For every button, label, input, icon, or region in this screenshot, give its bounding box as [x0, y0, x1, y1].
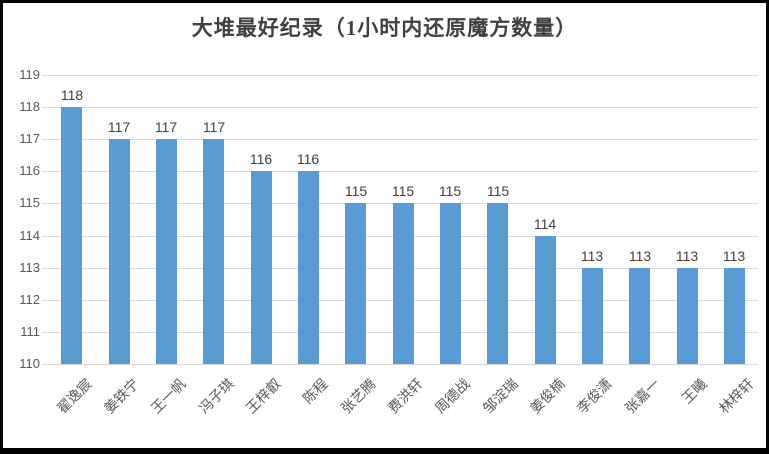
bar-value-label: 113 [722, 248, 746, 264]
x-axis-category-label: 冯子琪 [195, 375, 237, 417]
y-axis-tick-label: 114 [19, 228, 40, 243]
x-axis-category-label: 王曦 [678, 375, 710, 407]
y-axis-tick-label: 117 [19, 131, 40, 146]
gridline-y116 [42, 171, 758, 172]
bar-value-label: 118 [60, 87, 84, 103]
bar-value-label: 115 [344, 183, 368, 199]
y-axis-tick-label: 111 [20, 324, 40, 339]
x-axis-category-label: 周德战 [431, 375, 473, 417]
bar-姜铁宁[interactable] [109, 139, 130, 364]
gridline-y110 [42, 364, 758, 365]
bar-邹淀瑞[interactable] [487, 203, 508, 364]
bar-张嘉一[interactable] [629, 268, 650, 364]
x-axis-category-label: 王一帆 [147, 375, 189, 417]
bar-value-label: 113 [580, 248, 604, 264]
x-axis-category-label: 张嘉一 [621, 375, 663, 417]
bar-姜俊楠[interactable] [535, 236, 556, 364]
x-axis-category-label: 邹淀瑞 [479, 375, 521, 417]
gridline-y119 [42, 75, 758, 76]
x-axis-category-label: 李俊潇 [573, 375, 615, 417]
y-axis-tick-label: 112 [19, 292, 40, 307]
bar-value-label: 113 [628, 248, 652, 264]
gridline-y117 [42, 139, 758, 140]
y-axis-tick-label: 110 [19, 356, 40, 371]
x-axis-category-label: 王梓叡 [242, 375, 284, 417]
bar-value-label: 115 [438, 183, 462, 199]
bar-value-label: 115 [486, 183, 510, 199]
x-axis-category-label: 姜俊楠 [526, 375, 568, 417]
bar-value-label: 116 [249, 151, 273, 167]
bar-value-label: 117 [154, 119, 178, 135]
x-axis-category-label: 费洪轩 [384, 375, 426, 417]
bar-周德战[interactable] [440, 203, 461, 364]
bar-冯子琪[interactable] [203, 139, 224, 364]
bar-李俊潇[interactable] [582, 268, 603, 364]
bar-value-label: 116 [296, 151, 320, 167]
x-axis-category-label: 林梓轩 [715, 375, 757, 417]
gridline-y118 [42, 107, 758, 108]
bar-陈程[interactable] [298, 171, 319, 364]
y-axis-tick-label: 116 [19, 163, 40, 178]
bar-翟逸宸[interactable] [61, 107, 82, 364]
bar-王一帆[interactable] [156, 139, 177, 364]
x-axis-category-label: 陈程 [299, 375, 331, 407]
bar-value-label: 117 [107, 119, 131, 135]
x-axis-category-label: 张艺腾 [337, 375, 379, 417]
x-axis-category-label: 翟逸宸 [53, 375, 95, 417]
bar-张艺腾[interactable] [345, 203, 366, 364]
y-axis-tick-label: 115 [19, 195, 40, 210]
bar-王梓叡[interactable] [251, 171, 272, 364]
y-axis-tick-label: 113 [19, 260, 40, 275]
bar-费洪轩[interactable] [393, 203, 414, 364]
chart-title: 大堆最好纪录（1小时内还原魔方数量） [191, 16, 578, 40]
y-axis-tick-label: 118 [19, 99, 40, 114]
x-axis-category-label: 姜铁宁 [100, 375, 142, 417]
bar-王曦[interactable] [677, 268, 698, 364]
y-axis-tick-label: 119 [19, 67, 40, 82]
bar-林梓轩[interactable] [724, 268, 745, 364]
bar-value-label: 115 [391, 183, 415, 199]
bar-value-label: 114 [533, 216, 557, 232]
bar-value-label: 113 [675, 248, 699, 264]
bar-value-label: 117 [202, 119, 226, 135]
